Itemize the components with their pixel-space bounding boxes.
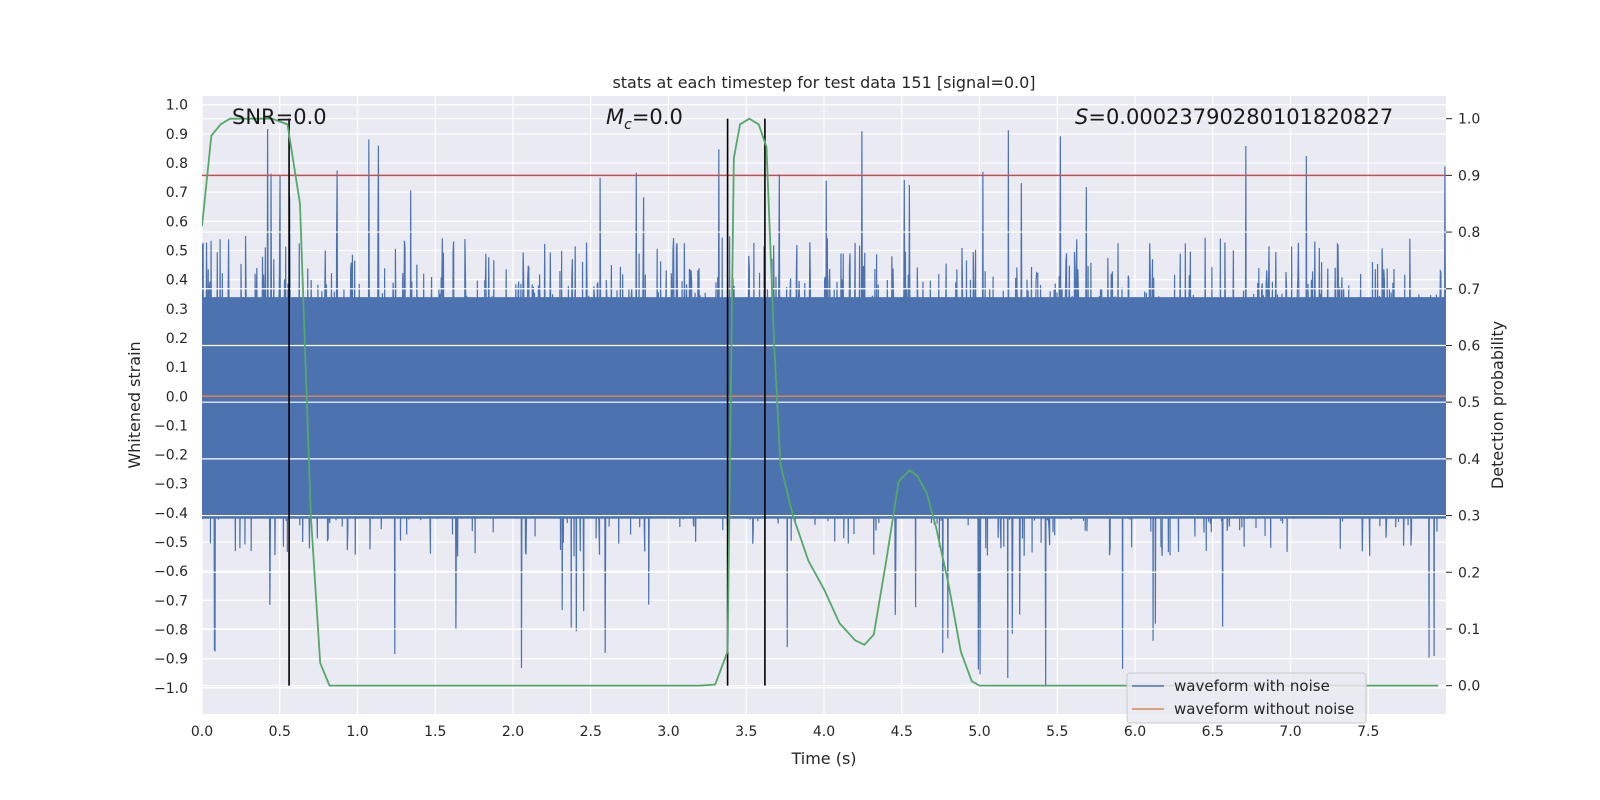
right-y-tick-label: 0.8 <box>1458 225 1480 241</box>
left-y-tick-label: −0.4 <box>154 506 188 522</box>
right-y-tick-label: 0.6 <box>1458 338 1480 354</box>
left-y-tick-label: −0.9 <box>154 652 188 668</box>
x-tick-label: 7.0 <box>1279 724 1301 740</box>
legend-box <box>1126 672 1367 724</box>
x-tick-label: 3.0 <box>657 724 679 740</box>
chirp-mass-symbol: M <box>606 105 624 129</box>
left-y-tick-label: −0.7 <box>154 593 188 609</box>
significance-value: =0.00023790280101820827 <box>1088 105 1393 129</box>
plot-area <box>202 117 1446 687</box>
right-y-tick-labels: 1.0 0.9 0.8 0.7 0.6 0.5 0.4 0.3 0.2 0.1 0.0 <box>1446 112 1480 695</box>
right-y-tick-label: 0.1 <box>1458 622 1480 638</box>
right-y-tick-label: 0.9 <box>1458 168 1480 184</box>
left-y-tick-label: 0.2 <box>166 331 188 347</box>
legend-label-noise: waveform with noise <box>1174 677 1330 695</box>
x-tick-label: 4.5 <box>891 724 913 740</box>
significance-annotation: S=0.00023790280101820827 <box>1075 105 1393 129</box>
left-y-tick-label: −0.5 <box>154 535 188 551</box>
noise-band <box>202 297 1446 519</box>
snr-annotation: SNR=0.0 <box>232 105 327 129</box>
series-detection-probability <box>202 117 1439 687</box>
right-y-tick-label: 0.2 <box>1458 565 1480 581</box>
x-tick-label: 1.0 <box>346 724 368 740</box>
right-y-tick-label: 0.5 <box>1458 395 1480 411</box>
x-tick-label: 3.5 <box>735 724 757 740</box>
chirp-mass-value: =0.0 <box>632 105 683 129</box>
right-y-tick-label: 1.0 <box>1458 112 1480 128</box>
x-tick-label: 4.0 <box>813 724 835 740</box>
left-y-tick-label: −0.2 <box>154 448 188 464</box>
left-y-tick-label: 0.1 <box>166 360 188 376</box>
x-tick-label: 2.0 <box>502 724 524 740</box>
x-tick-label: 5.0 <box>968 724 990 740</box>
left-y-tick-label: −0.8 <box>154 622 188 638</box>
left-y-tick-label: 0.0 <box>166 389 188 405</box>
legend: waveform with noise waveform without noi… <box>1126 672 1367 724</box>
x-axis-label: Time (s) <box>790 749 856 768</box>
series-waveform-with-noise <box>202 128 1446 686</box>
left-y-axis-label: Whitened strain <box>125 341 144 468</box>
left-y-tick-label: −0.6 <box>154 564 188 580</box>
x-tick-labels: 0.0 0.5 1.0 1.5 2.0 2.5 3.0 3.5 4.0 4.5 5.0 5.5 6.0 6… <box>191 724 1380 740</box>
legend-label-clean: waveform without noise <box>1174 700 1354 718</box>
x-tick-label: 6.0 <box>1124 724 1146 740</box>
x-tick-label: 1.5 <box>424 724 446 740</box>
left-y-tick-label: 0.8 <box>166 156 188 172</box>
left-y-tick-label: 0.5 <box>166 244 188 260</box>
chirp-mass-subscript: c <box>624 117 632 133</box>
x-tick-label: 5.5 <box>1046 724 1068 740</box>
x-tick-label: 0.5 <box>269 724 291 740</box>
right-y-tick-label: 0.3 <box>1458 509 1480 525</box>
left-y-tick-label: −1.0 <box>154 681 188 697</box>
right-y-tick-label: 0.4 <box>1458 452 1480 468</box>
right-y-axis-label: Detection probability <box>1488 321 1507 489</box>
x-tick-label: 6.5 <box>1202 724 1224 740</box>
right-y-tick-label: 0.0 <box>1458 679 1480 695</box>
left-y-tick-label: 0.9 <box>166 127 188 143</box>
x-tick-label: 2.5 <box>580 724 602 740</box>
right-y-tick-label: 0.7 <box>1458 282 1480 298</box>
left-y-tick-label: −0.3 <box>154 477 188 493</box>
left-y-tick-label: 1.0 <box>166 98 188 114</box>
significance-symbol: S <box>1075 105 1088 129</box>
left-y-tick-label: 0.4 <box>166 273 188 289</box>
left-y-tick-label: 0.3 <box>166 302 188 318</box>
chirp-mass-annotation: Mc=0.0 <box>606 105 683 133</box>
chart-title: stats at each timestep for test data 151… <box>612 73 1035 92</box>
left-y-tick-label: 0.7 <box>166 185 188 201</box>
left-y-tick-label: 0.6 <box>166 214 188 230</box>
left-y-tick-label: −0.1 <box>154 418 188 434</box>
x-tick-label: 0.0 <box>191 724 213 740</box>
x-tick-label: 7.5 <box>1357 724 1379 740</box>
left-y-tick-labels: 1.0 0.9 0.8 0.7 0.6 0.5 0.4 0.3 0.2 0.1 0.0 −0.1 −0.… <box>154 98 188 697</box>
